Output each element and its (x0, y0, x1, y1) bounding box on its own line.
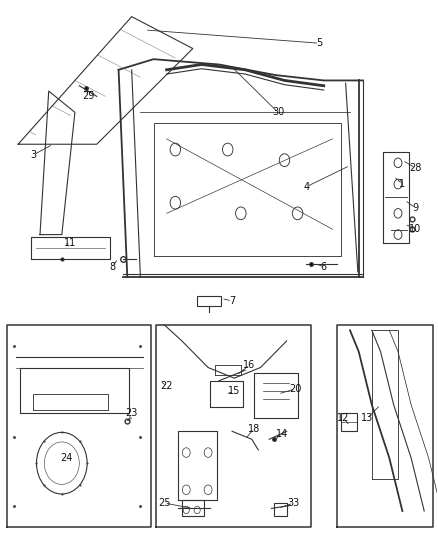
Bar (182, 500, 204, 516)
Text: 15: 15 (228, 386, 240, 397)
Text: 12: 12 (337, 413, 350, 423)
Text: 14: 14 (276, 429, 289, 439)
Text: 24: 24 (60, 453, 72, 463)
Text: 13: 13 (361, 413, 374, 423)
Text: 23: 23 (126, 408, 138, 418)
Text: 6: 6 (321, 262, 327, 271)
Bar (341, 413, 357, 431)
Text: 11: 11 (64, 238, 77, 247)
Bar (197, 296, 221, 306)
Text: 16: 16 (244, 360, 256, 370)
Text: 29: 29 (82, 91, 94, 101)
Text: 8: 8 (109, 262, 115, 271)
Text: 3: 3 (30, 150, 36, 160)
Bar (274, 503, 287, 516)
Text: 4: 4 (303, 182, 309, 192)
Text: 10: 10 (410, 224, 422, 235)
Text: 18: 18 (248, 424, 260, 434)
Text: 7: 7 (229, 296, 235, 306)
Text: 9: 9 (413, 203, 419, 213)
Text: 22: 22 (160, 381, 173, 391)
Text: 30: 30 (272, 107, 284, 117)
Text: 20: 20 (289, 384, 302, 394)
Text: 33: 33 (287, 498, 299, 508)
Text: 5: 5 (316, 38, 322, 48)
Text: 25: 25 (158, 498, 171, 508)
Text: 28: 28 (409, 163, 422, 173)
Text: 1: 1 (399, 179, 406, 189)
